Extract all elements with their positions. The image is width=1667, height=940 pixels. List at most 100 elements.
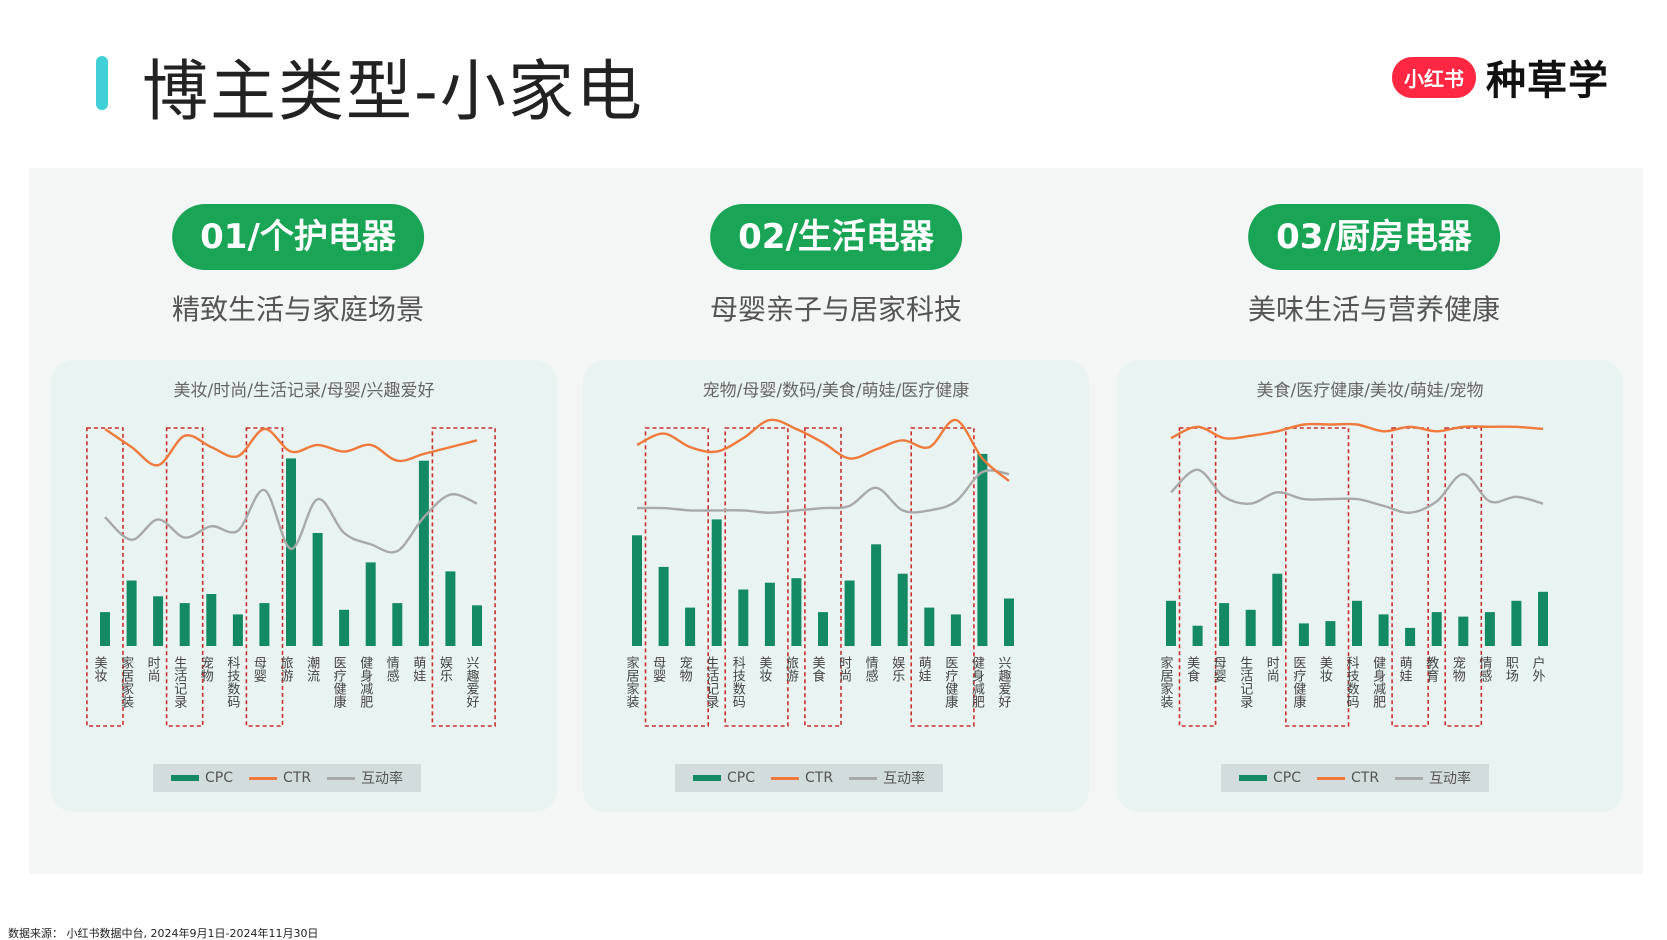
category-label: 宠物 bbox=[198, 655, 214, 683]
category-label: 生活记录 bbox=[703, 656, 719, 708]
brand-logo: 小红书 种草学 bbox=[1392, 48, 1609, 106]
cpc-bar bbox=[418, 460, 429, 646]
cpc-bar bbox=[950, 614, 961, 646]
section-subtitle: 精致生活与家庭场景 bbox=[171, 293, 424, 326]
category-label: 健身减肥 bbox=[969, 656, 985, 709]
legend-label-interaction: 互动率 bbox=[883, 771, 926, 787]
cpc-bar bbox=[1484, 612, 1495, 646]
section-pill: 02/生活电器 bbox=[710, 204, 962, 270]
title-accent-bar bbox=[96, 56, 108, 110]
chart-card: 美妆 家居家装 时尚 生活记录 宠物 科技数码 母婴 旅游 潮流 医疗健康 健身减肥 情感 萌娃 娱乐 兴趣… bbox=[51, 360, 557, 812]
category-label: 美食 bbox=[1184, 656, 1200, 682]
cpc-bar bbox=[1004, 598, 1014, 646]
cpc-bar bbox=[365, 562, 376, 646]
section-personal-care: 01/个护电器 精致生活与家庭场景 美妆 家居家装 时尚 生活记录 宠物 科技数码 母婴 旅游… bbox=[29, 168, 567, 874]
section-home-appliance: 02/生活电器 母婴亲子与居家科技 家居家装 母婴 宠物 生活记录 科技数码 美妆 旅游 美食… bbox=[567, 168, 1105, 874]
chart-caption: 美妆/时尚/生活记录/母婴/兴趣爱好 bbox=[173, 381, 435, 401]
chart-legend: CPC CTR 互动率 bbox=[675, 764, 944, 792]
category-label: 科技数码 bbox=[730, 656, 746, 708]
category-label: 医疗健康 bbox=[942, 656, 958, 708]
cpc-bar bbox=[711, 519, 722, 646]
category-label: 时尚 bbox=[1264, 656, 1279, 682]
category-label: 美食 bbox=[810, 656, 826, 682]
legend-swatch-cpc bbox=[1239, 775, 1267, 781]
highlight-box bbox=[86, 427, 124, 727]
category-label: 兴趣爱好 bbox=[996, 656, 1012, 708]
category-label: 美妆 bbox=[92, 656, 108, 682]
cpc-bar bbox=[1458, 616, 1469, 646]
chart-legend: CPC CTR 互动率 bbox=[1221, 764, 1490, 792]
chart-personal-care: 美妆 家居家装 时尚 生活记录 宠物 科技数码 母婴 旅游 潮流 医疗健康 健身减肥 情感 萌娃 娱乐 兴趣… bbox=[86, 427, 496, 727]
category-label: 医疗健康 bbox=[1290, 656, 1306, 708]
legend-label-cpc: CPC bbox=[205, 770, 233, 786]
cpc-bar bbox=[1511, 600, 1522, 646]
highlight-box bbox=[1178, 427, 1217, 727]
interaction-line bbox=[1170, 468, 1544, 514]
category-label: 情感 bbox=[1476, 656, 1492, 682]
legend-label-ctr: CTR bbox=[805, 770, 834, 786]
legend-item-cpc: CPC bbox=[171, 770, 233, 786]
section-pill: 03/厨房电器 bbox=[1248, 204, 1500, 270]
cpc-bar bbox=[312, 533, 323, 646]
legend-swatch-cpc bbox=[171, 775, 199, 781]
cpc-bar bbox=[1298, 623, 1309, 646]
legend-label-cpc: CPC bbox=[727, 770, 755, 786]
section-subtitle: 美味生活与营养健康 bbox=[1247, 293, 1500, 326]
legend-item-interaction: 互动率 bbox=[327, 768, 403, 788]
legend-item-cpc: CPC bbox=[1239, 770, 1301, 786]
cpc-bar bbox=[871, 544, 882, 646]
category-label: 时尚 bbox=[145, 656, 160, 682]
legend-swatch-ctr bbox=[771, 776, 799, 780]
highlight-box bbox=[910, 427, 975, 727]
category-label: 科技数码 bbox=[224, 656, 240, 708]
cpc-bar bbox=[977, 453, 988, 646]
highlight-box bbox=[1444, 427, 1483, 727]
cpc-bar bbox=[179, 603, 190, 646]
legend-label-interaction: 互动率 bbox=[1429, 771, 1472, 787]
category-label: 旅游 bbox=[783, 656, 799, 682]
legend-item-interaction: 互动率 bbox=[849, 768, 925, 788]
chart-card: 家居家装 母婴 宠物 生活记录 科技数码 美妆 旅游 美食 时尚 情感 娱乐 萌娃 医疗健康 健身减肥 兴趣… bbox=[583, 360, 1089, 812]
cpc-bar bbox=[259, 603, 270, 646]
chart-home-appliance: 家居家装 母婴 宠物 生活记录 科技数码 美妆 旅游 美食 时尚 情感 娱乐 萌娃 医疗健康 健身减肥 兴趣… bbox=[624, 418, 1014, 727]
cpc-bar bbox=[1325, 621, 1336, 646]
cpc-bar bbox=[232, 614, 243, 646]
highlight-box bbox=[431, 427, 496, 727]
category-label: 职场 bbox=[1503, 656, 1519, 682]
legend-swatch-interaction bbox=[849, 776, 878, 780]
category-label: 宠物 bbox=[677, 655, 693, 683]
highlight-box bbox=[1391, 427, 1430, 727]
cpc-bar bbox=[844, 580, 855, 646]
chart-legend: CPC CTR 互动率 bbox=[153, 764, 422, 792]
cpc-bar bbox=[1166, 600, 1176, 646]
cpc-bar bbox=[1538, 591, 1548, 646]
legend-item-ctr: CTR bbox=[249, 770, 311, 786]
cpc-bar bbox=[685, 607, 696, 646]
category-label: 潮流 bbox=[304, 656, 320, 682]
cpc-bar bbox=[339, 609, 350, 646]
cpc-bar bbox=[126, 580, 137, 646]
data-source-footer: 数据来源： 小红书数据中台, 2024年9月1日-2024年11月30日 bbox=[8, 927, 319, 940]
cpc-bar bbox=[791, 578, 802, 646]
cpc-bar bbox=[738, 589, 749, 646]
section-pill: 01/个护电器 bbox=[172, 204, 424, 270]
category-label: 宠物 bbox=[1450, 655, 1466, 683]
category-label: 旅游 bbox=[278, 656, 294, 682]
page-title: 博主类型-小家电 bbox=[142, 53, 644, 130]
ctr-line bbox=[1170, 422, 1544, 440]
chart-caption: 美食/医疗健康/美妆/萌娃/宠物 bbox=[1256, 381, 1484, 401]
legend-swatch-ctr bbox=[249, 776, 277, 780]
cpc-bar bbox=[1405, 627, 1416, 646]
cpc-bar bbox=[632, 535, 642, 646]
category-label: 母婴 bbox=[650, 656, 666, 682]
category-label: 情感 bbox=[384, 656, 400, 682]
category-label: 萌娃 bbox=[410, 656, 426, 682]
category-label: 兴趣爱好 bbox=[464, 656, 480, 708]
legend-label-ctr: CTR bbox=[283, 770, 312, 786]
category-label: 娱乐 bbox=[437, 656, 453, 682]
cpc-bar bbox=[392, 603, 403, 646]
highlight-box bbox=[804, 427, 842, 727]
legend-label-cpc: CPC bbox=[1273, 770, 1301, 786]
legend-item-ctr: CTR bbox=[771, 770, 833, 786]
legend-item-cpc: CPC bbox=[693, 770, 755, 786]
